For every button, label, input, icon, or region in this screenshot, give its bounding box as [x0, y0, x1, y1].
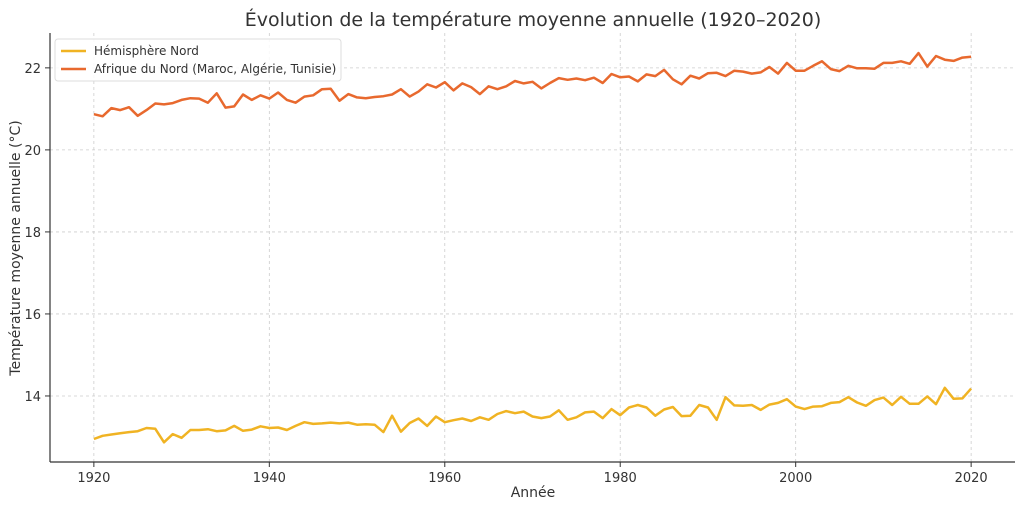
x-tick-label: 1980 — [604, 471, 637, 486]
y-tick-label: 20 — [24, 144, 41, 159]
legend-label-afrique-du-nord: Afrique du Nord (Maroc, Algérie, Tunisie… — [94, 62, 336, 76]
y-axis-label: Température moyenne annuelle (°C) — [8, 120, 24, 376]
legend-box — [54, 38, 342, 82]
y-tick-label: 18 — [24, 226, 41, 241]
legend-label-hemisphere-nord: Hémisphère Nord — [94, 44, 199, 58]
x-tick-label: 2000 — [779, 471, 812, 486]
series-line-1 — [93, 51, 972, 118]
chart-title: Évolution de la température moyenne annu… — [245, 8, 822, 31]
x-tick-label: 1960 — [428, 471, 461, 486]
legend: Hémisphère Nord Afrique du Nord (Maroc, … — [54, 38, 342, 82]
series-group — [93, 51, 973, 444]
y-tick-label: 22 — [24, 62, 41, 77]
ticks: 1920 1940 1960 1980 2000 2020 14 16 18 20 22 — [24, 62, 987, 486]
x-axis-label: Année — [511, 485, 556, 501]
y-tick-label: 16 — [24, 308, 41, 323]
x-tick-label: 1920 — [77, 471, 110, 486]
series-line-0 — [93, 386, 973, 444]
x-tick-label: 1940 — [253, 471, 286, 486]
y-tick-label: 14 — [24, 390, 41, 405]
x-tick-label: 2020 — [955, 471, 988, 486]
